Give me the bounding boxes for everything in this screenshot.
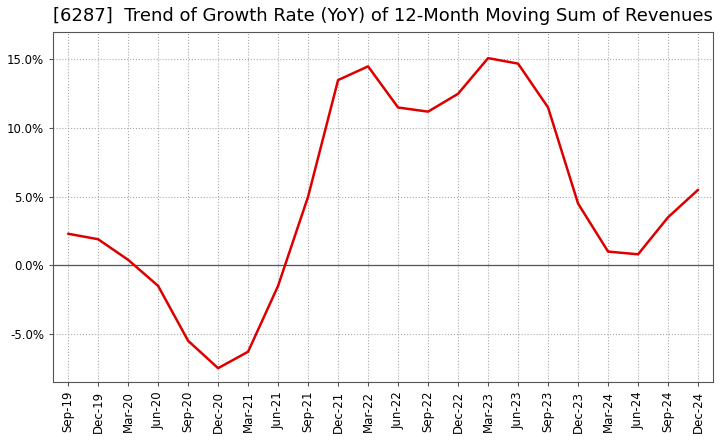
Title: [6287]  Trend of Growth Rate (YoY) of 12-Month Moving Sum of Revenues: [6287] Trend of Growth Rate (YoY) of 12-… xyxy=(53,7,713,25)
